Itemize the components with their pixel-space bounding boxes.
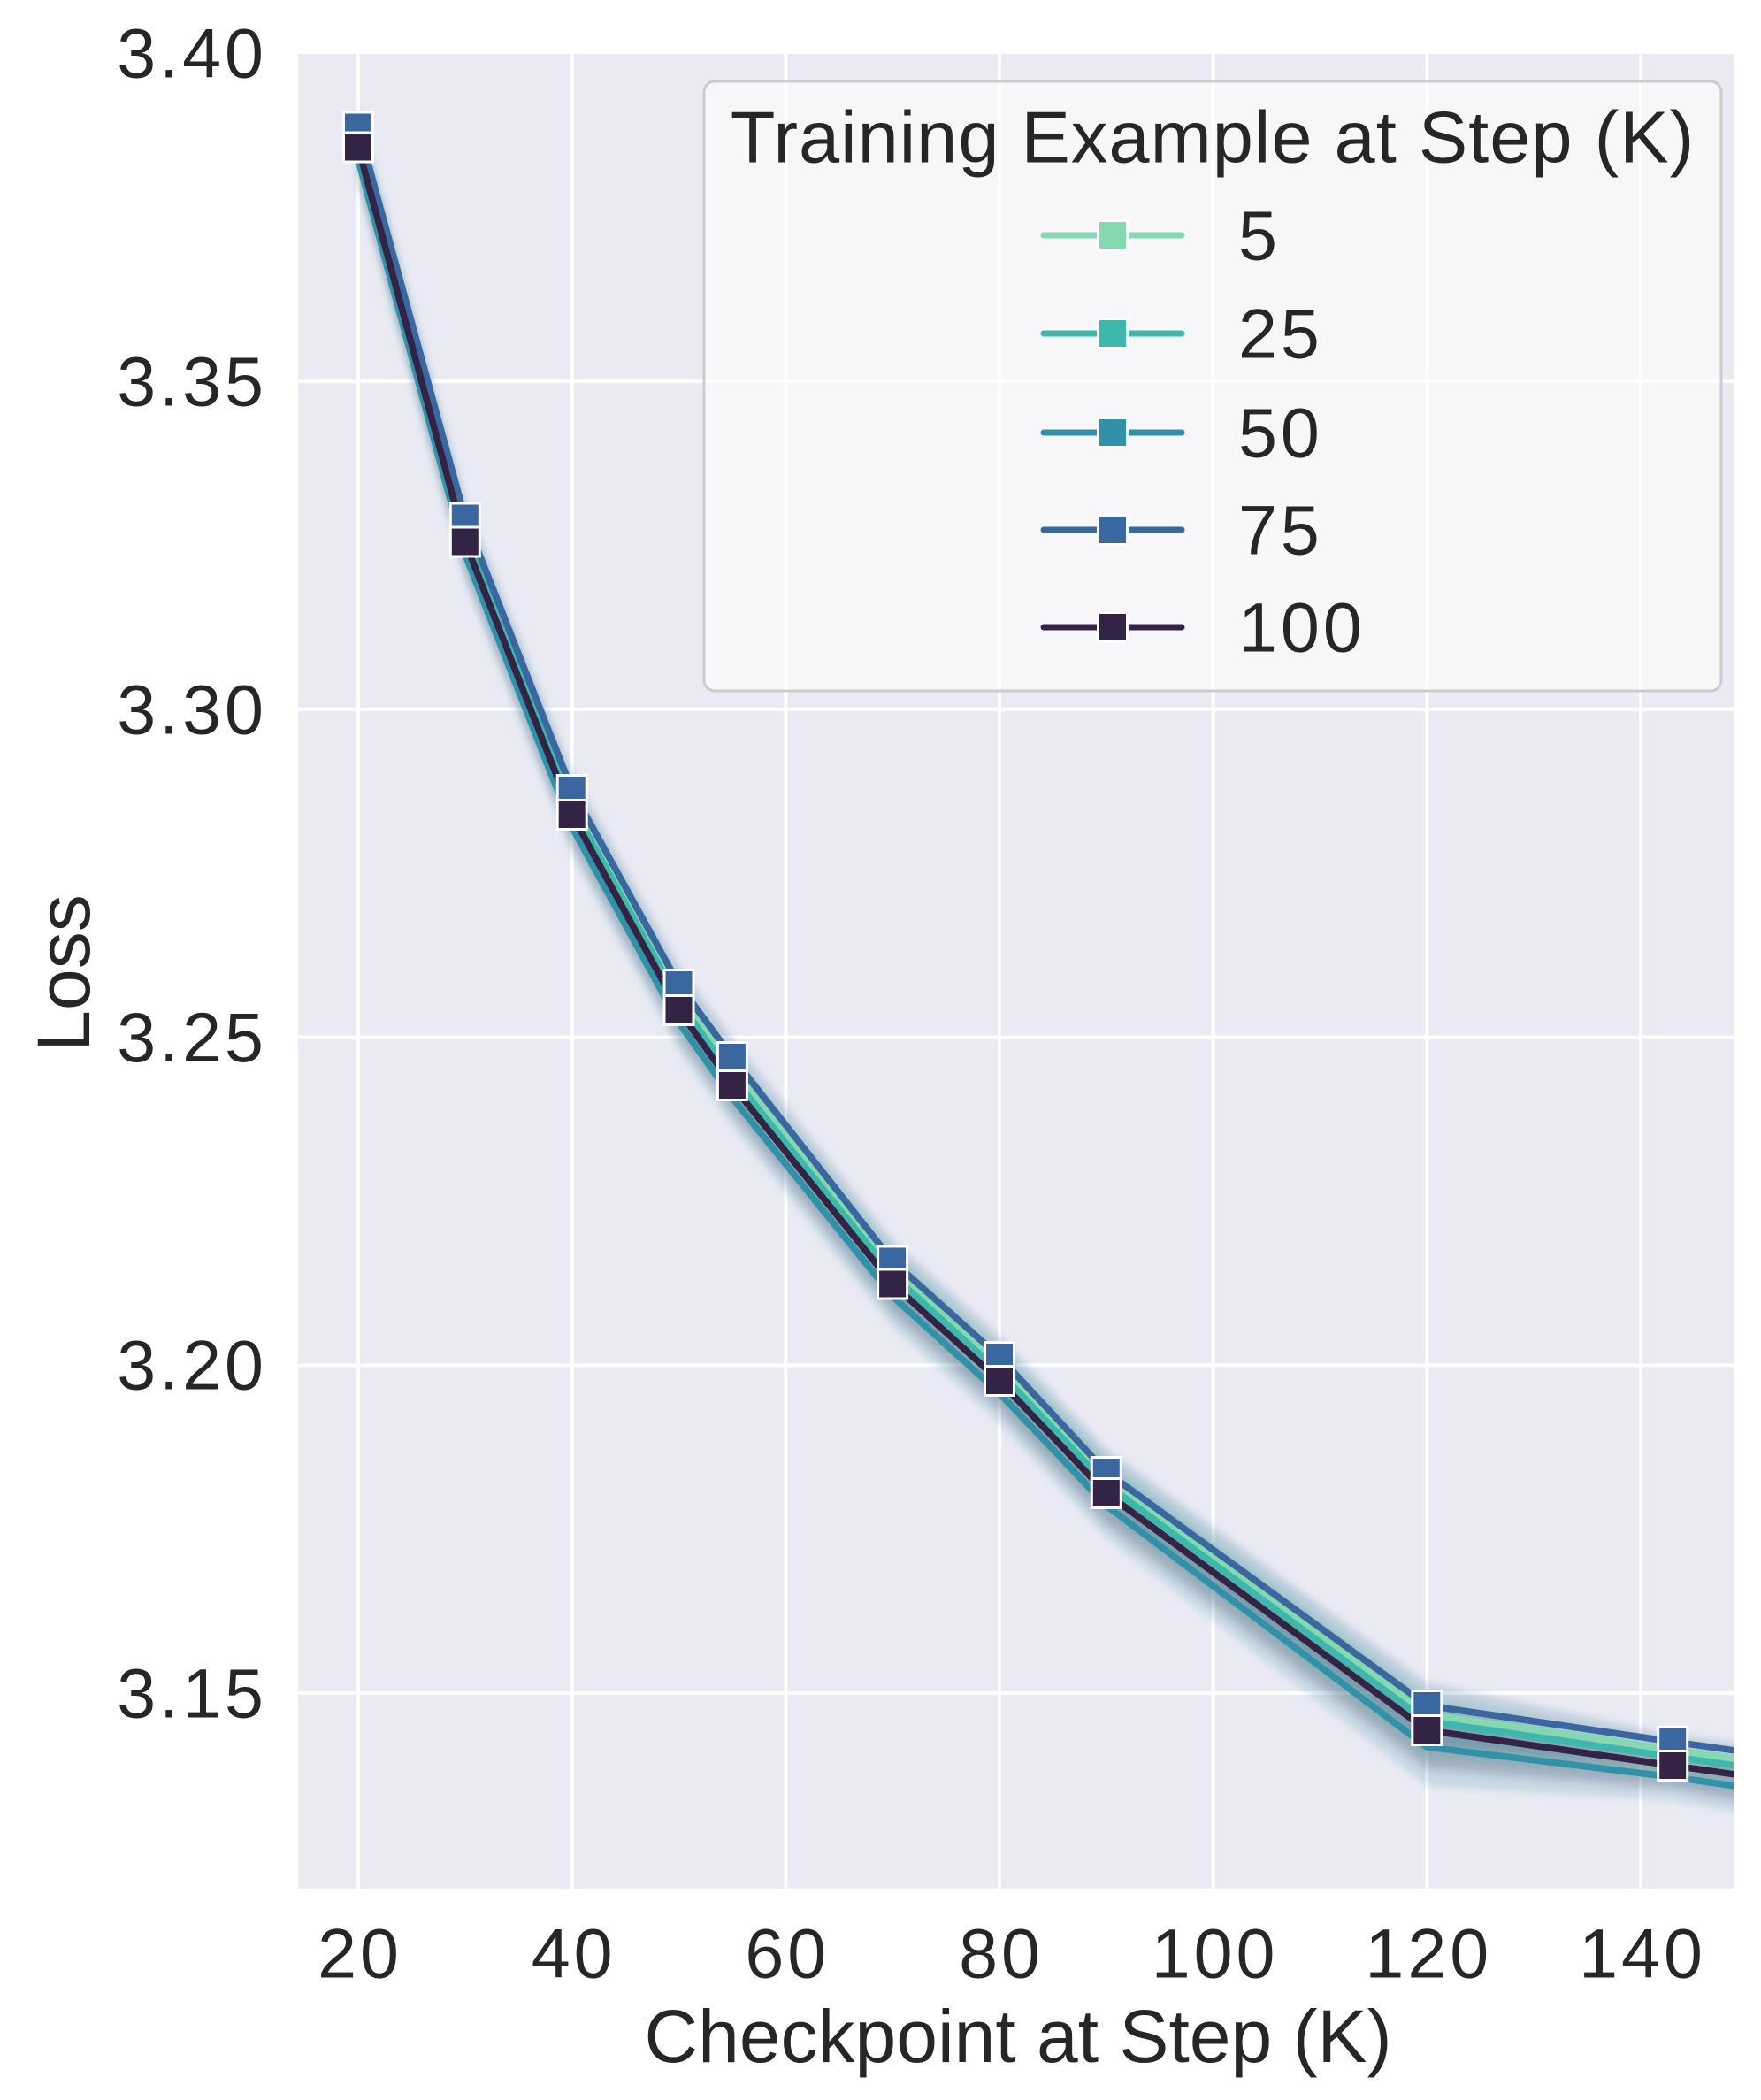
svg-text:3.35: 3.35: [117, 342, 267, 421]
svg-text:75: 75: [1238, 491, 1323, 570]
svg-text:100: 100: [1152, 1914, 1279, 1993]
svg-text:5: 5: [1238, 196, 1281, 275]
svg-text:3.20: 3.20: [117, 1326, 267, 1405]
svg-text:50: 50: [1238, 394, 1323, 472]
svg-text:120: 120: [1365, 1914, 1492, 1993]
svg-text:60: 60: [745, 1914, 830, 1993]
svg-text:25: 25: [1238, 295, 1323, 373]
svg-text:80: 80: [959, 1914, 1044, 1993]
svg-text:3.40: 3.40: [117, 14, 267, 93]
svg-text:20: 20: [318, 1914, 402, 1993]
svg-text:40: 40: [532, 1914, 616, 1993]
svg-text:100: 100: [1238, 588, 1366, 667]
svg-text:Checkpoint at Step (K): Checkpoint at Step (K): [644, 1995, 1391, 2078]
svg-text:3.25: 3.25: [117, 998, 267, 1077]
svg-text:3.30: 3.30: [117, 670, 267, 748]
svg-text:Loss: Loss: [22, 894, 105, 1051]
svg-text:Training Example at Step (K): Training Example at Step (K): [731, 96, 1696, 179]
svg-text:3.15: 3.15: [117, 1654, 267, 1733]
svg-text:140: 140: [1579, 1914, 1706, 1993]
